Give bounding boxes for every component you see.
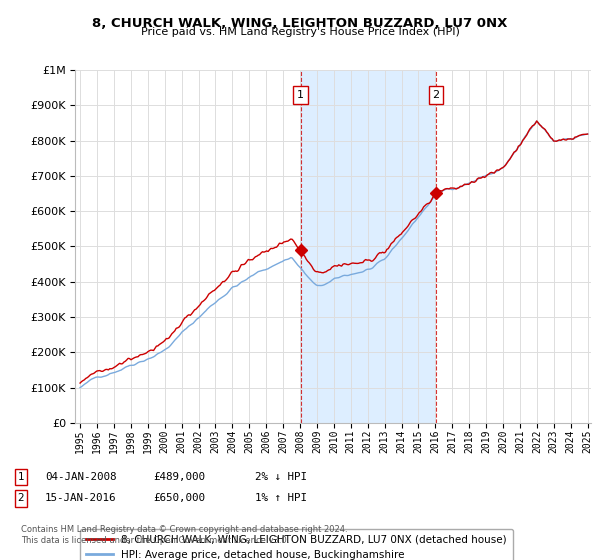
Text: Contains HM Land Registry data © Crown copyright and database right 2024.
This d: Contains HM Land Registry data © Crown c… — [21, 525, 347, 545]
Text: 04-JAN-2008: 04-JAN-2008 — [45, 472, 116, 482]
Text: 15-JAN-2016: 15-JAN-2016 — [45, 493, 116, 503]
Legend: 8, CHURCH WALK, WING, LEIGHTON BUZZARD, LU7 0NX (detached house), HPI: Average p: 8, CHURCH WALK, WING, LEIGHTON BUZZARD, … — [80, 529, 513, 560]
Text: 2: 2 — [433, 90, 440, 100]
Bar — [301, 70, 436, 423]
Text: £650,000: £650,000 — [153, 493, 205, 503]
Text: £489,000: £489,000 — [153, 472, 205, 482]
Text: Price paid vs. HM Land Registry's House Price Index (HPI): Price paid vs. HM Land Registry's House … — [140, 27, 460, 37]
Text: 1: 1 — [297, 90, 304, 100]
Text: 2% ↓ HPI: 2% ↓ HPI — [255, 472, 307, 482]
Text: 1% ↑ HPI: 1% ↑ HPI — [255, 493, 307, 503]
Text: 8, CHURCH WALK, WING, LEIGHTON BUZZARD, LU7 0NX: 8, CHURCH WALK, WING, LEIGHTON BUZZARD, … — [92, 17, 508, 30]
Text: 2: 2 — [17, 493, 25, 503]
Text: 1: 1 — [17, 472, 25, 482]
